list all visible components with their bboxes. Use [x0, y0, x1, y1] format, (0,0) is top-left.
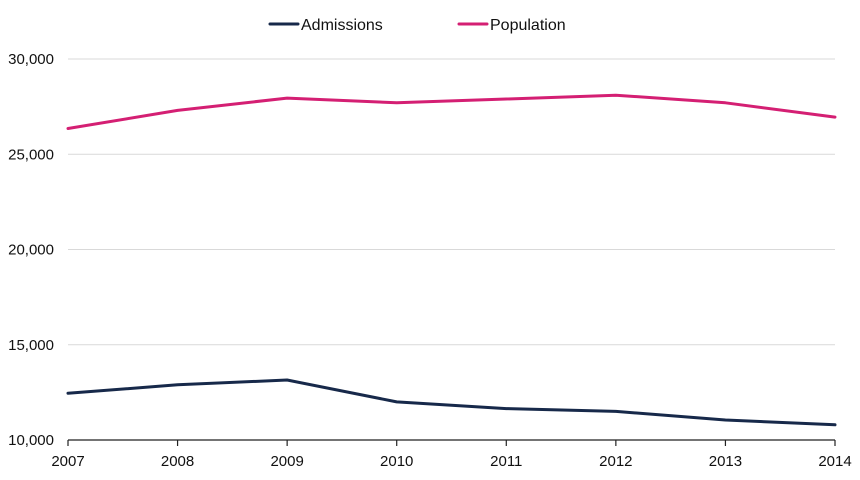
x-tick-label: 2013	[709, 453, 742, 470]
legend-label-population: Population	[490, 17, 566, 34]
grid-layer	[68, 58, 835, 346]
x-tick-label: 2010	[380, 453, 413, 470]
y-tick-label: 30,000	[8, 51, 54, 68]
axis-layer: 10,000 15,000 20,000 25,000 30,000 2007 2008 20…	[8, 51, 852, 470]
series-line-admissions	[66, 378, 837, 427]
y-tick-label: 20,000	[8, 242, 54, 259]
series-layer	[66, 93, 837, 427]
y-tick-label: 10,000	[8, 432, 54, 449]
x-tick-label: 2012	[599, 453, 632, 470]
x-tick-label: 2011	[490, 453, 522, 470]
legend: Admissions Population	[268, 17, 566, 34]
x-tick-label: 2007	[51, 453, 84, 470]
y-tick-label: 15,000	[8, 337, 54, 354]
series-line-population	[66, 93, 837, 130]
x-tick-label: 2009	[270, 453, 303, 470]
x-tick-label: 2014	[818, 453, 851, 470]
x-tick-label: 2008	[161, 453, 194, 470]
y-tick-label: 25,000	[8, 146, 54, 163]
legend-label-admissions: Admissions	[301, 17, 383, 34]
